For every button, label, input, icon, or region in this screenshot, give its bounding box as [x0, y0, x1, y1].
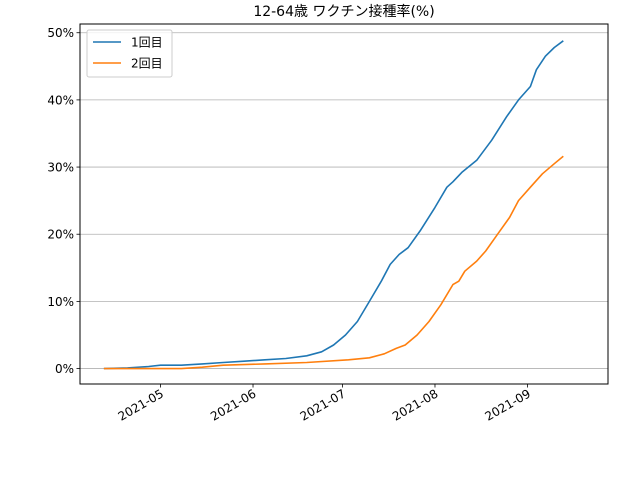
y-tick-label: 50%: [47, 26, 74, 40]
series-line-1: [103, 40, 564, 370]
plot-frame: [79, 23, 609, 385]
legend: 1回目 2回目: [86, 29, 173, 78]
y-tick-label: 30%: [47, 161, 74, 175]
y-tick-label: 20%: [47, 228, 74, 242]
y-tick-label: 10%: [47, 295, 74, 309]
series-line-2: [103, 155, 564, 370]
legend-label-2: 2回目: [131, 57, 163, 71]
chart-title: 12-64歳 ワクチン接種率(%): [253, 3, 434, 20]
legend-label-1: 1回目: [131, 36, 163, 50]
series-lines: [103, 40, 564, 370]
y-tick-label: 40%: [47, 93, 74, 107]
y-tick-label: 0%: [55, 362, 74, 376]
y-axis: 0% 10% 20% 30% 40% 50%: [47, 26, 80, 376]
